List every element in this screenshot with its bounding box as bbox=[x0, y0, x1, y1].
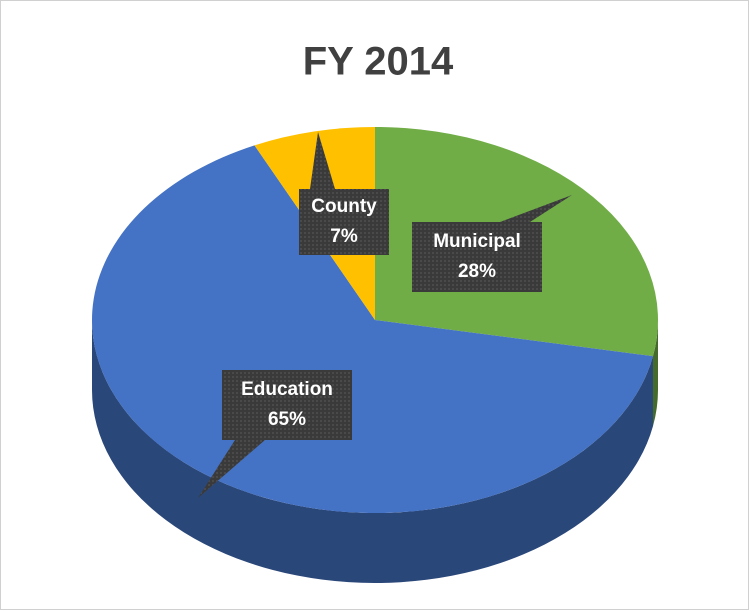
chart-title: FY 2014 bbox=[303, 40, 454, 84]
pie-tops bbox=[91, 127, 658, 513]
category-label: Education bbox=[241, 379, 333, 400]
category-label: County bbox=[311, 196, 377, 217]
value-label: 7% bbox=[330, 226, 358, 247]
callout-box bbox=[412, 222, 542, 292]
value-label: 65% bbox=[268, 409, 306, 430]
slice-side bbox=[91, 320, 653, 583]
callout-pointer bbox=[500, 195, 572, 222]
callout-box bbox=[222, 370, 352, 440]
data-labels: Municipal 28% Education 65% County 7% bbox=[198, 132, 572, 498]
category-label: Municipal bbox=[433, 231, 521, 252]
pie-sides bbox=[91, 320, 658, 583]
slice-side bbox=[652, 320, 658, 427]
callout-pointer bbox=[198, 440, 265, 498]
callout-box bbox=[299, 189, 389, 255]
callout-pointer bbox=[310, 132, 335, 189]
value-label: 28% bbox=[458, 261, 496, 282]
